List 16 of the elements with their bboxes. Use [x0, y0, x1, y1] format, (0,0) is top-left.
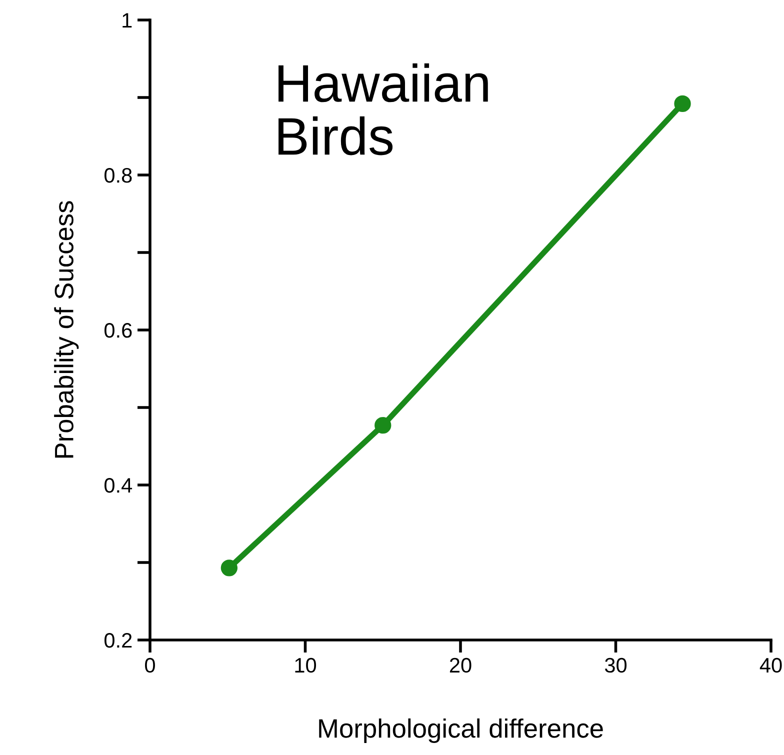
- y-tick-label: 1: [122, 13, 132, 28]
- x-tick-label: 10: [295, 658, 316, 673]
- x-axis-title: Morphological difference: [319, 718, 603, 744]
- y-tick-label: 0.6: [104, 323, 132, 338]
- x-tick-label: 0: [145, 658, 155, 673]
- x-tick-label: 20: [450, 658, 472, 673]
- point: [374, 416, 392, 434]
- point: [220, 560, 238, 576]
- y-tick-label: 0.4: [104, 478, 132, 493]
- y-axis-title: Probability of Success: [54, 201, 79, 458]
- x-tick-label: 40: [760, 658, 782, 673]
- x-tick-label: 30: [604, 658, 627, 673]
- y-tick-label: 0.2: [104, 633, 132, 648]
- y-tick-label: 0.8: [104, 168, 132, 183]
- point: [674, 95, 691, 112]
- text: Hawaiian Birds: [278, 63, 488, 156]
